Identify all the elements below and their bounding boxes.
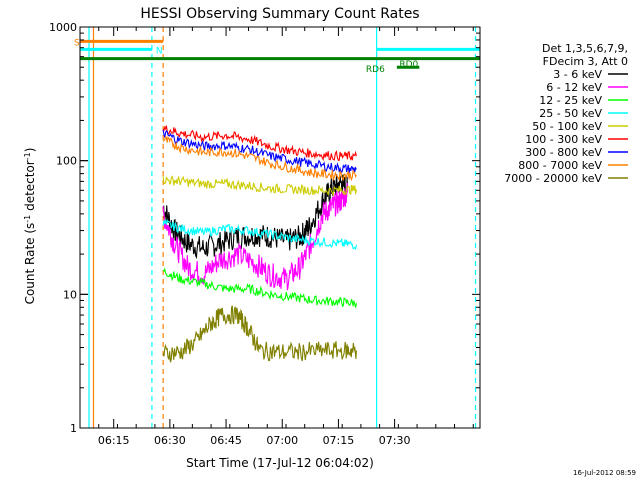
series-line-800-7000-kev: [162, 136, 357, 182]
y-axis-label-end: ): [23, 148, 37, 153]
y-axis-label-sup2: -1: [23, 152, 32, 160]
plot-frame: [79, 26, 481, 429]
legend-label-2: 12 - 25 keV: [539, 94, 602, 107]
axes: 1 10 100 1000 06:15 06:30 06:45 07:00 07:15 07:30: [49, 21, 481, 447]
legend-label-4: 50 - 100 keV: [532, 120, 602, 133]
legend: Det 1,3,5,6,7,9, FDecim 3, Att 0 3 - 6 k…: [504, 42, 628, 185]
x-tick-label: 06:45: [210, 434, 242, 447]
legend-label-3: 25 - 50 keV: [539, 107, 602, 120]
y-axis-label-prefix: Count Rate (s: [23, 223, 37, 305]
chart-title: HESSI Observing Summary Count Rates: [140, 6, 419, 22]
y-tick-label: 1: [70, 422, 77, 435]
series-line-25-50-kev: [162, 219, 357, 251]
x-axis-label: Start Time (17-Jul-12 06:04:02): [186, 456, 374, 470]
y-tick-label: 100: [56, 155, 77, 168]
series-line-50-100-kev: [162, 175, 357, 197]
legend-header-2: FDecim 3, Att 0: [543, 55, 628, 68]
legend-label-5: 100 - 300 keV: [525, 133, 602, 146]
footer-timestamp: 16-Jul-2012 08:59: [573, 469, 636, 477]
legend-label-1: 6 - 12 keV: [546, 81, 602, 94]
x-tick-label: 07:15: [323, 434, 355, 447]
series-line-100-300-kev: [162, 125, 357, 162]
y-tick-label: 1000: [49, 21, 77, 34]
flag-label-1: N: [156, 46, 163, 56]
legend-label-0: 3 - 6 keV: [553, 68, 602, 81]
y-axis-label-sup: -1: [23, 215, 32, 223]
flag-label-5: RD0: [399, 60, 418, 70]
flag-label-4: RD6: [366, 65, 385, 75]
y-axis-label-mid: detector: [23, 160, 37, 215]
x-tick-label: 06:15: [98, 434, 130, 447]
legend-header-1: Det 1,3,5,6,7,9,: [542, 42, 628, 55]
series-line-7000-20000-kev: [162, 305, 357, 363]
legend-label-7: 800 - 7000 keV: [518, 159, 602, 172]
plot-area: S N RD6 RD0: [74, 27, 480, 428]
legend-label-8: 7000 - 20000 keV: [504, 172, 602, 185]
y-tick-label: 10: [63, 288, 77, 301]
x-tick-label: 07:30: [379, 434, 411, 447]
series-line-300-800-kev: [162, 129, 357, 174]
legend-label-6: 300 - 800 keV: [525, 146, 602, 159]
flag-label-0: S: [74, 38, 80, 48]
x-tick-label: 07:00: [266, 434, 298, 447]
series-line-12-25-kev: [162, 267, 357, 308]
y-axis-label: Count Rate (s-1 detector-1): [23, 148, 38, 305]
series-line-6-12-kev: [162, 182, 348, 291]
x-tick-label: 06:30: [154, 434, 186, 447]
